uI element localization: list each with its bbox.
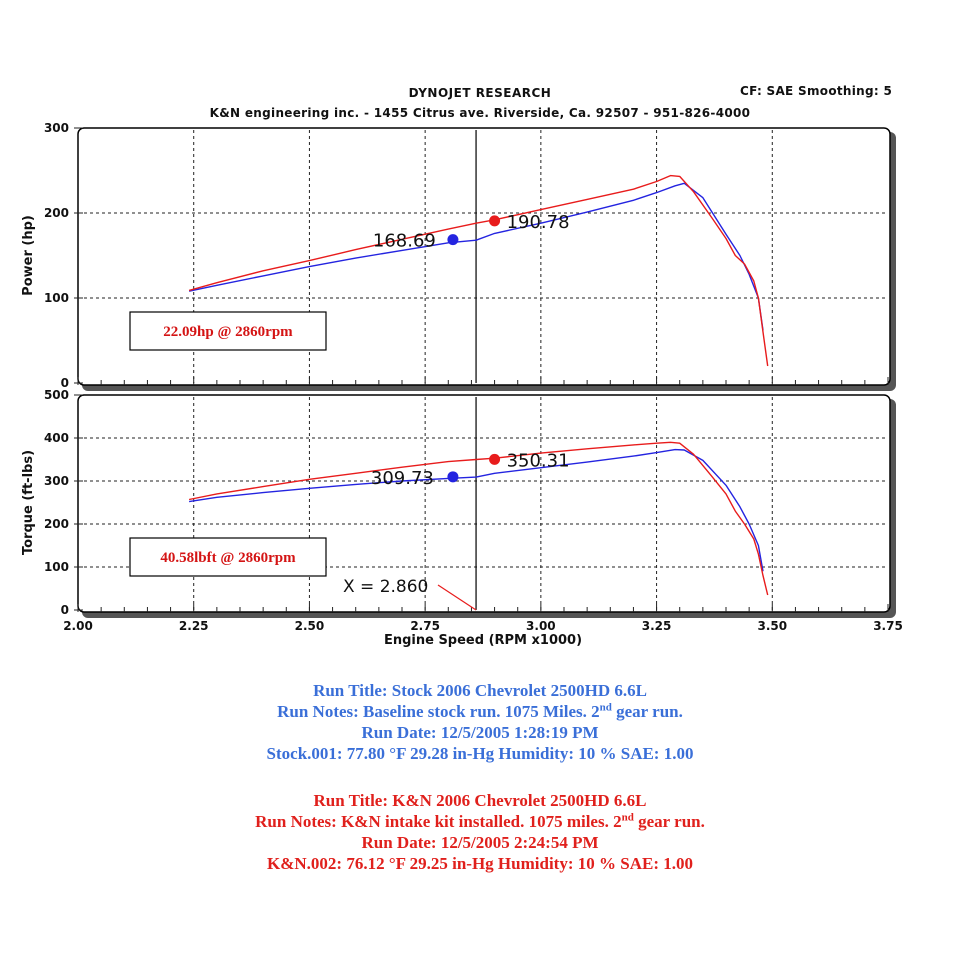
correction-factor-label: CF: SAE Smoothing: 5 [740, 84, 893, 98]
y-tick-label: 200 [44, 517, 69, 531]
kn-marker-label: 350.31 [507, 450, 570, 471]
stock-marker-point [447, 471, 459, 483]
x-tick-label: 3.75 [873, 619, 903, 633]
panel-frame [77, 394, 891, 613]
stock-run-date: Run Date: 12/5/2005 1:28:19 PM [361, 723, 599, 742]
dyno-plots-svg: 0 100 200 300 168.69 190.78 22.09hp @ 2860rpm P… [21, 121, 903, 648]
y-tick-label: 0 [61, 376, 69, 390]
y-axis-label: Torque (ft-lbs) [21, 450, 36, 555]
y-tick-label: 100 [44, 560, 69, 574]
chart-header-title: DYNOJET RESEARCH [408, 86, 552, 100]
annotation-label: 22.09hp @ 2860rpm [163, 324, 293, 340]
stock-marker-label: 309.73 [371, 468, 434, 489]
stock-run-notes: Run Notes: Baseline stock run. 1075 Mile… [277, 701, 683, 721]
y-tick-label: 500 [44, 388, 69, 402]
chart-header-address: K&N engineering inc. - 1455 Citrus ave. … [209, 106, 751, 120]
y-tick-label: 0 [61, 603, 69, 617]
annotation-box [129, 311, 327, 351]
kn-series-line [188, 441, 769, 596]
stock-marker-point [447, 234, 459, 246]
x-tick-label: 2.50 [295, 619, 325, 633]
annotation-label: 40.58lbft @ 2860rpm [160, 550, 296, 566]
kn-run-notes: Run Notes: K&N intake kit installed. 107… [255, 811, 705, 831]
kn-series-line [188, 174, 769, 367]
kn-run-conditions: K&N.002: 76.12 °F 29.25 in-Hg Humidity: … [267, 854, 693, 873]
x-tick-label: 3.25 [642, 619, 672, 633]
kn-run-date: Run Date: 12/5/2005 2:24:54 PM [361, 833, 599, 852]
y-tick-label: 100 [44, 291, 69, 305]
stock-run-info: Run Title: Stock 2006 Chevrolet 2500HD 6… [80, 680, 880, 764]
x-tick-label: 3.00 [526, 619, 556, 633]
torque-chart-panel: 0 100 200 300 400 500 309.73 350.31 40.58lbft @ … [21, 388, 903, 648]
y-tick-label: 300 [44, 474, 69, 488]
kn-run-title: Run Title: K&N 2006 Chevrolet 2500HD 6.6… [313, 791, 647, 810]
x-axis-label: Engine Speed (RPM x1000) [384, 633, 582, 648]
y-tick-label: 400 [44, 431, 69, 445]
x-tick-label: 2.00 [63, 619, 93, 633]
x-tick-label: 2.75 [410, 619, 440, 633]
kn-marker-label: 190.78 [507, 212, 570, 233]
cursor-readout-pointer [437, 584, 477, 611]
x-tick-label: 2.25 [179, 619, 209, 633]
stock-run-title: Run Title: Stock 2006 Chevrolet 2500HD 6… [313, 681, 647, 700]
power-chart-panel: 0 100 200 300 168.69 190.78 22.09hp @ 2860rpm P… [21, 121, 896, 391]
stock-run-conditions: Stock.001: 77.80 °F 29.28 in-Hg Humidity… [266, 744, 694, 763]
kn-run-info: Run Title: K&N 2006 Chevrolet 2500HD 6.6… [80, 790, 880, 874]
cursor-readout-label: X = 2.860 [343, 577, 428, 597]
y-axis-label: Power (hp) [21, 215, 36, 296]
stock-series-line [188, 182, 764, 331]
kn-marker-point [489, 215, 501, 227]
stock-marker-label: 168.69 [373, 231, 436, 252]
x-tick-label: 3.50 [757, 619, 787, 633]
y-tick-label: 300 [44, 121, 69, 135]
y-tick-label: 200 [44, 206, 69, 220]
kn-marker-point [489, 453, 501, 465]
annotation-box [129, 537, 327, 577]
stock-series-line [188, 448, 764, 572]
